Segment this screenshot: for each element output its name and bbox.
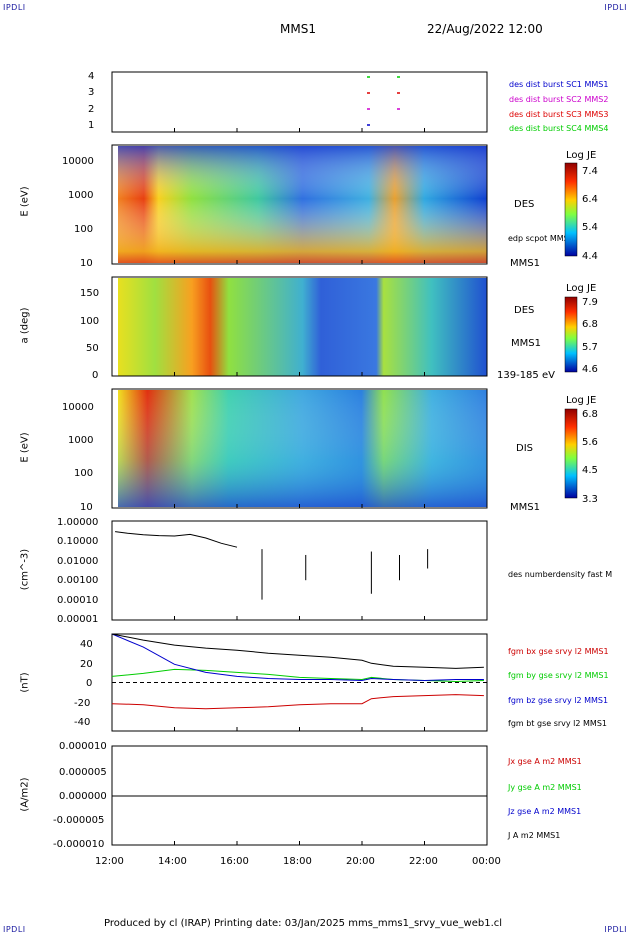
des-pitch-energy-range-label: 139-185 eV [497,370,555,381]
dis-energy-cbar-tick-0: 6.8 [582,409,598,420]
des-energy-ytick-10000: 10000 [62,156,94,167]
fgm-legend-bz: fgm bz gse srvy l2 MMS1 [508,696,609,705]
colorbar-2 [564,296,578,373]
des-energy-cbar-tick-3: 4.4 [582,251,598,262]
current-ytick-1: 0.000005 [59,767,107,778]
dis-energy-colorbar-title: Log JE [566,395,597,406]
density-ytick-0.0001: 0.00010 [57,595,99,606]
des-pitch-cbar-tick-3: 4.6 [582,364,598,375]
dis-energy-cbar-tick-2: 4.5 [582,465,598,476]
time-xtick-1200: 12:00 [95,856,124,867]
fgm-bx-trace [111,694,484,710]
time-xtick-2200: 22:00 [409,856,438,867]
current-legend-jz: Jz gse A m2 MMS1 [508,807,582,816]
current-legend-jx: Jx gse A m2 MMS1 [508,757,582,766]
burst-panel-frame [111,71,488,133]
dis-energy-ytick-10000: 10000 [62,402,94,413]
corner-label-top-left: IPDLI [3,3,26,12]
density-ytick-0.001: 0.00100 [57,575,99,586]
des-energy-ytick-10: 10 [80,258,93,269]
date-title: 22/Aug/2022 12:00 [427,22,543,36]
plot-frames [111,71,578,846]
corner-label-bottom-right: IPDLI [604,925,627,934]
des-pitch-ytick-0: 0 [92,370,99,381]
colorbar-3 [564,408,578,499]
burst-ytick-4: 4 [88,71,95,82]
current-legend-jy: Jy gse A m2 MMS1 [508,783,582,792]
des-pitch-cbar-tick-0: 7.9 [582,297,598,308]
density-ytick-1: 1.00000 [57,517,99,528]
des-energy-cbar-tick-2: 5.4 [582,222,598,233]
dis-energy-ytick-10: 10 [80,502,93,513]
des-energy-cbar-tick-0: 7.4 [582,166,598,177]
des-pitch-ytick-50: 50 [86,343,99,354]
footer-credit: Produced by cl (IRAP) Printing date: 03/… [104,918,503,929]
burst-legend-sc4: des dist burst SC4 MMS4 [509,124,609,133]
des-pitch-spectrogram [118,278,487,376]
des-pitch-ytick-100: 100 [80,316,100,327]
dis-energy-instrument-label: DIS [516,443,533,454]
current-legend-j: J A m2 MMS1 [508,831,561,840]
des-energy-scpot-label: edp scpot MMS1 [508,234,574,243]
des-pitch-ytick-150: 150 [80,288,100,299]
des-energy-instrument-label: DES [514,199,535,210]
fgm-legend-bx: fgm bx gse srvy l2 MMS1 [508,647,609,656]
corner-label-bottom-left: IPDLI [3,925,26,934]
des-energy-colorbar-title: Log JE [566,150,597,161]
burst-legend-sc2: des dist burst SC2 MMS2 [509,95,609,104]
des-energy-ytick-100: 100 [74,224,94,235]
density-ytick-0.1: 0.10000 [57,536,99,547]
burst-legend-sc3: des dist burst SC3 MMS3 [509,110,609,119]
time-xtick-0000: 00:00 [472,856,501,867]
des-pitch-spacecraft-label: MMS1 [511,338,541,349]
des-pitch-instrument-label: DES [514,305,535,316]
fgm-bz-trace [111,633,484,682]
time-xtick-1400: 14:00 [158,856,187,867]
des-pitch-colorbar-title: Log JE [566,283,597,294]
current-ytick-2: 0.000000 [59,791,107,802]
mission-title: MMS1 [280,22,316,36]
density-trace [115,531,238,548]
current-ytick-4: -0.000010 [53,839,105,850]
density-ytick-0.00001: 0.00001 [57,614,99,625]
des-energy-ytick-1000: 1000 [68,190,94,201]
fgm-ytick-0: 0 [86,678,93,689]
fgm-ytick-40: 40 [80,639,93,650]
corner-label-top-right: IPDLI [604,3,627,12]
fgm-legend-bt: fgm bt gse srvy l2 MMS1 [508,719,607,728]
dis-energy-cbar-tick-1: 5.6 [582,437,598,448]
time-xtick-1600: 16:00 [220,856,249,867]
burst-legend-sc1: des dist burst SC1 MMS1 [509,80,609,89]
des-energy-cbar-tick-1: 6.4 [582,194,598,205]
time-xtick-1800: 18:00 [283,856,312,867]
density-ytick-0.01: 0.01000 [57,556,99,567]
fgm-legend-by: fgm by gse srvy l2 MMS1 [508,671,609,680]
des-pitch-cbar-tick-1: 6.8 [582,319,598,330]
des-energy-spacecraft-label: MMS1 [510,258,540,269]
dis-energy-spectrogram-shade [118,390,487,507]
density-legend: des numberdensity fast M [508,570,613,579]
des-energy-spectrogram-shade [118,146,487,263]
dis-energy-spacecraft-label: MMS1 [510,502,540,513]
des-pitch-cbar-tick-2: 5.7 [582,342,598,353]
current-ytick-0: 0.000010 [59,741,107,752]
fgm-ytick-m40: -40 [74,717,91,728]
time-xtick-2000: 20:00 [346,856,375,867]
burst-ytick-2: 2 [88,104,95,115]
dis-energy-ytick-1000: 1000 [68,435,94,446]
burst-ytick-3: 3 [88,87,95,98]
dis-energy-cbar-tick-3: 3.3 [582,494,598,505]
colorbar-1 [564,162,578,257]
plot-series [111,76,487,797]
fgm-ytick-20: 20 [80,659,93,670]
fgm-ytick-m20: -20 [74,698,91,709]
dis-energy-ytick-100: 100 [74,468,94,479]
current-ytick-3: -0.000005 [53,815,105,826]
burst-ytick-1: 1 [88,120,95,131]
fgm-bt-trace [111,633,484,669]
